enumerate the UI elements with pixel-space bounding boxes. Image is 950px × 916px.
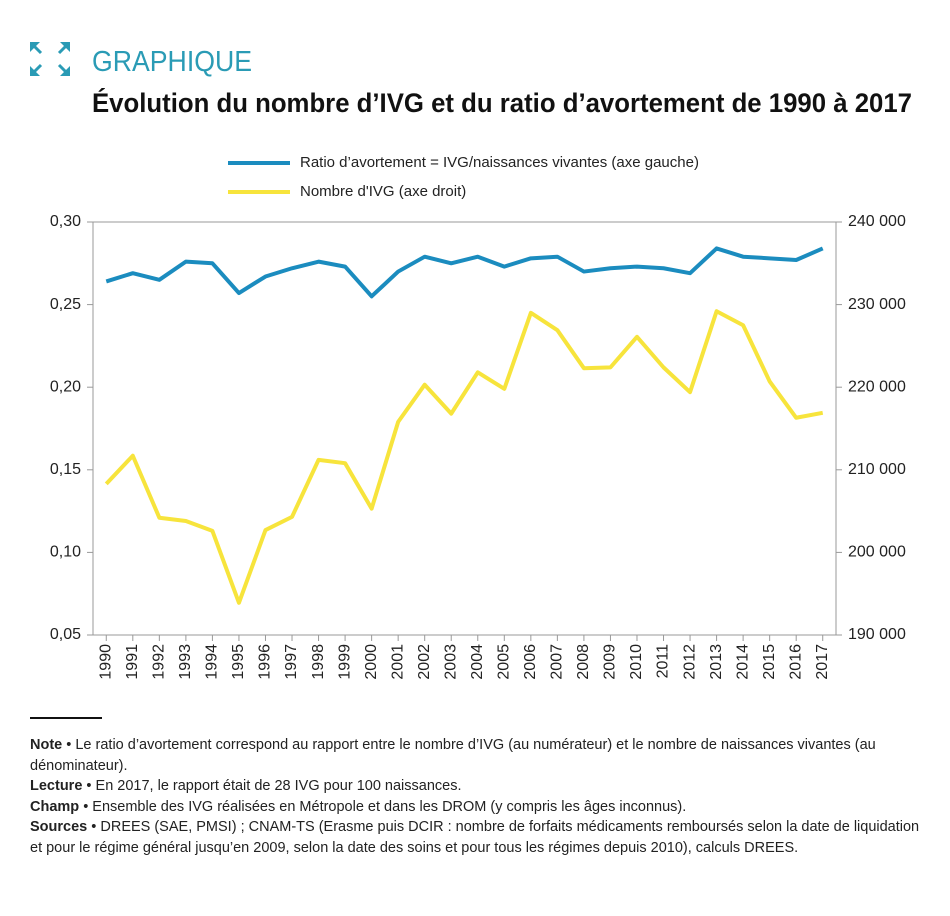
y-tick-label: 0,25 xyxy=(50,296,81,313)
x-tick-label: 2006 xyxy=(522,644,539,680)
x-tick-label: 2009 xyxy=(602,644,619,680)
x-tick-label: 1997 xyxy=(283,644,300,680)
x-tick-label: 2013 xyxy=(708,644,725,680)
note: Champ • Ensemble des IVG réalisées en Mé… xyxy=(30,797,935,818)
x-tick-label: 1992 xyxy=(151,644,168,680)
x-tick-label: 2017 xyxy=(814,644,831,680)
kicker: GRAPHIQUE xyxy=(92,46,252,78)
y2-tick-label: 200 000 xyxy=(848,544,906,561)
note: Lecture • En 2017, le rapport était de 2… xyxy=(30,776,935,797)
x-tick-label: 2005 xyxy=(496,644,513,680)
x-tick-label: 2002 xyxy=(416,644,433,680)
x-tick-label: 2004 xyxy=(469,644,486,680)
note-label: Sources xyxy=(30,819,88,835)
note-label: Note xyxy=(30,737,63,753)
x-tick-label: 1990 xyxy=(97,644,114,680)
note-text: • Ensemble des IVG réalisées en Métropol… xyxy=(83,798,687,815)
y-tick-label: 0,15 xyxy=(50,461,81,478)
y2-tick-label: 190 000 xyxy=(848,626,906,643)
x-tick-label: 2010 xyxy=(628,644,645,680)
x-tick-label: 1996 xyxy=(257,644,274,680)
y-tick-label: 0,10 xyxy=(50,544,81,561)
note: Note • Le ratio d’avortement correspond … xyxy=(30,735,935,776)
legend-label: Nombre d'IVG (axe droit) xyxy=(300,183,466,200)
notes: Note • Le ratio d’avortement correspond … xyxy=(30,735,935,858)
y2-tick-label: 220 000 xyxy=(848,378,906,395)
series-line xyxy=(104,309,824,605)
x-tick-label: 2012 xyxy=(681,644,698,680)
x-tick-label: 2015 xyxy=(761,644,778,680)
x-tick-label: 2016 xyxy=(787,644,804,680)
chart-title: Évolution du nombre d’IVG et du ratio d’… xyxy=(92,87,912,118)
x-tick-label: 1993 xyxy=(177,644,194,680)
x-tick-label: 2007 xyxy=(549,644,566,680)
note-label: Champ xyxy=(30,798,80,815)
note-text: • DREES (SAE, PMSI) ; CNAM-TS (Erasme pu… xyxy=(30,819,920,856)
x-tick-label: 2001 xyxy=(389,644,406,680)
note-text: • En 2017, le rapport était de 28 IVG po… xyxy=(86,778,462,794)
y-tick-label: 0,30 xyxy=(50,213,81,230)
x-tick-label: 2008 xyxy=(575,644,592,680)
x-tick-label: 2003 xyxy=(442,644,459,680)
y-tick-label: 0,20 xyxy=(50,378,81,395)
note: Sources • DREES (SAE, PMSI) ; CNAM-TS (E… xyxy=(30,817,935,858)
x-tick-label: 2011 xyxy=(655,644,672,679)
y2-tick-label: 230 000 xyxy=(848,296,906,313)
y2-tick-label: 240 000 xyxy=(848,213,906,230)
x-tick-label: 1991 xyxy=(124,644,141,680)
x-tick-label: 2000 xyxy=(363,644,380,680)
y2-tick-label: 210 000 xyxy=(848,461,906,478)
x-tick-label: 1995 xyxy=(230,644,247,680)
x-tick-label: 1999 xyxy=(336,644,353,680)
legend-label: Ratio d’avortement = IVG/naissances viva… xyxy=(300,154,699,171)
header-icon xyxy=(29,41,71,77)
x-tick-label: 1998 xyxy=(310,644,327,680)
y-tick-label: 0,05 xyxy=(50,626,81,643)
plot-frame xyxy=(92,221,837,636)
x-tick-label: 1994 xyxy=(204,644,221,680)
note-text: • Le ratio d’avortement correspond au ra… xyxy=(30,737,876,774)
chart: GRAPHIQUE Évolution du nombre d’IVG et d… xyxy=(29,41,912,719)
series-line xyxy=(105,246,824,299)
x-tick-label: 2014 xyxy=(734,644,751,680)
note-label: Lecture xyxy=(30,778,83,794)
